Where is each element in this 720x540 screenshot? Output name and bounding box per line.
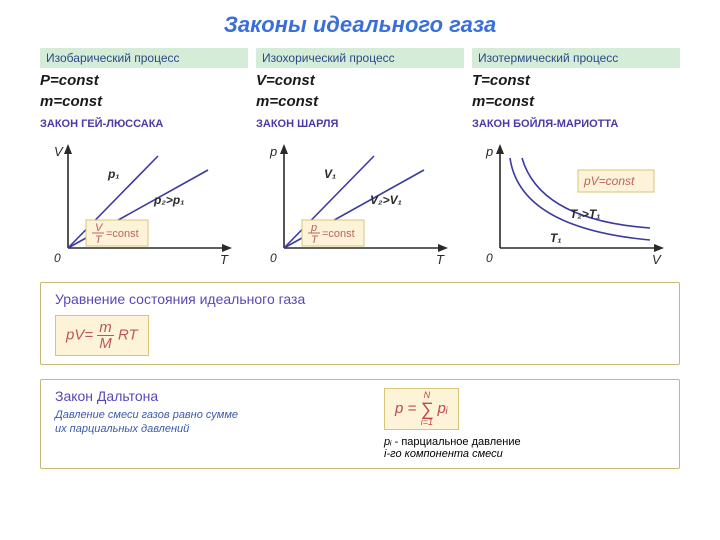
svg-text:T: T xyxy=(220,252,229,267)
graph-isothermal: p V 0 T₁ T₂>T₁ pV=const xyxy=(472,138,680,268)
process-col-isochoric: Изохорический процесс V=const m=const ЗА… xyxy=(256,48,464,134)
process-header: Изохорический процесс xyxy=(256,48,464,68)
svg-text:p: p xyxy=(269,144,277,159)
dalton-section: Закон Дальтона Давление смеси газов равн… xyxy=(40,379,680,469)
svg-text:V₁: V₁ xyxy=(324,167,336,181)
dalton-note: pᵢ - парциальное давление i-го компонент… xyxy=(384,436,665,460)
ideal-gas-section: Уравнение состояния идеального газа pV= … xyxy=(40,282,680,365)
process-header: Изобарический процесс xyxy=(40,48,248,68)
dalton-formula: p = N∑i=1 pᵢ xyxy=(384,388,459,430)
dalton-desc-line: Давление смеси газов равно сумме xyxy=(55,408,364,422)
svg-text:=const: =const xyxy=(322,228,355,240)
process-header: Изотермический процесс xyxy=(472,48,680,68)
dalton-title: Закон Дальтона xyxy=(55,388,364,404)
svg-text:T₂>T₁: T₂>T₁ xyxy=(570,207,600,221)
svg-text:pV=const: pV=const xyxy=(583,174,635,188)
dalton-desc-line: их парциальных давлений xyxy=(55,422,364,436)
process-const: m=const xyxy=(40,93,248,110)
graph-row: VT0p₁p₂>p₁VT=const pT0V₁V₂>V₁pT=const pV… xyxy=(40,138,680,268)
law-name: ЗАКОН БОЙЛЯ-МАРИОТТА xyxy=(472,118,680,130)
svg-text:p: p xyxy=(310,222,317,234)
process-const: m=const xyxy=(256,93,464,110)
process-const: T=const xyxy=(472,72,680,89)
svg-text:0: 0 xyxy=(486,251,493,265)
svg-text:=const: =const xyxy=(106,228,139,240)
law-name: ЗАКОН ШАРЛЯ xyxy=(256,118,464,130)
process-const: m=const xyxy=(472,93,680,110)
law-name: ЗАКОН ГЕЙ-ЛЮССАКА xyxy=(40,118,248,130)
svg-text:V: V xyxy=(54,144,64,159)
svg-text:0: 0 xyxy=(54,251,61,265)
svg-text:V₂>V₁: V₂>V₁ xyxy=(370,193,402,207)
graph-isobaric: VT0p₁p₂>p₁VT=const xyxy=(40,138,248,268)
process-col-isobaric: Изобарический процесс P=const m=const ЗА… xyxy=(40,48,248,134)
svg-text:p₁: p₁ xyxy=(107,167,120,181)
svg-text:T: T xyxy=(436,252,445,267)
process-row: Изобарический процесс P=const m=const ЗА… xyxy=(40,48,680,134)
page: Законы идеального газа Изобарический про… xyxy=(0,0,720,540)
svg-text:V: V xyxy=(652,252,662,267)
ideal-gas-formula: pV= mM RT xyxy=(55,315,149,356)
ideal-gas-title: Уравнение состояния идеального газа xyxy=(55,291,665,307)
main-title: Законы идеального газа xyxy=(40,12,680,38)
process-const: V=const xyxy=(256,72,464,89)
svg-text:0: 0 xyxy=(270,251,277,265)
svg-text:p: p xyxy=(485,144,493,159)
graph-isochoric: pT0V₁V₂>V₁pT=const xyxy=(256,138,464,268)
process-const: P=const xyxy=(40,72,248,89)
process-col-isothermal: Изотермический процесс T=const m=const З… xyxy=(472,48,680,134)
svg-text:p₂>p₁: p₂>p₁ xyxy=(153,193,184,207)
svg-text:T₁: T₁ xyxy=(550,231,562,245)
